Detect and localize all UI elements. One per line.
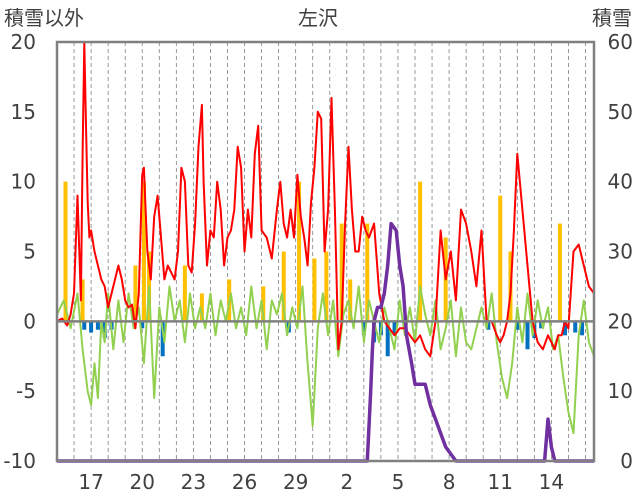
negative_bar-bar-13 <box>486 321 491 330</box>
chart-title: 左沢 <box>298 6 338 30</box>
precipitation-bar-15 <box>365 223 370 322</box>
negative_bar-bar-1 <box>89 321 94 333</box>
precipitation-bar-13 <box>339 223 344 322</box>
y-left-ticks: 20 15 10 5 0 -5 -10 <box>3 30 36 473</box>
series-lines <box>56 41 595 463</box>
x-tick-label-2: 23 <box>181 470 206 494</box>
negative_bar-bar-12 <box>392 321 397 336</box>
precipitation-bar-11 <box>312 258 317 322</box>
precipitation-bar-10 <box>297 181 302 322</box>
y-left-tick-5: -5 <box>16 379 36 403</box>
precipitation-bar-20 <box>557 223 562 322</box>
x-ticks: 17 20 23 26 29 2 5 8 11 14 <box>78 470 564 494</box>
x-tick-label-1: 20 <box>130 470 155 494</box>
negative_bar-bar-19 <box>573 321 578 333</box>
x-tick-label-0: 17 <box>78 470 103 494</box>
precipitation-bar-8 <box>261 286 266 322</box>
x-tick-label-4: 29 <box>283 470 308 494</box>
negative_bar-bar-5 <box>140 321 145 329</box>
negative_bar-bar-6 <box>160 321 165 357</box>
y-left-tick-0: 20 <box>11 30 36 54</box>
negative_bar-bar-0 <box>82 321 87 330</box>
precipitation-bar-12 <box>324 251 329 322</box>
y-right-tick-4: 20 <box>608 309 633 333</box>
x-tick-label-6: 5 <box>392 470 405 494</box>
x-tick-label-7: 8 <box>443 470 456 494</box>
y-left-tick-2: 10 <box>11 170 36 194</box>
y-right-axis-label: 積雪 <box>592 6 632 30</box>
y-left-tick-4: 0 <box>23 309 36 333</box>
precipitation-bar-1 <box>80 279 85 322</box>
precipitation-bar-3 <box>141 181 146 322</box>
negative_bar-bar-17 <box>539 321 544 329</box>
y-right-tick-3: 30 <box>608 240 633 264</box>
plot-frame <box>55 40 596 463</box>
negative_bar-bar-20 <box>580 321 585 336</box>
negative_bar-bar-18 <box>563 321 568 336</box>
x-tick-label-5: 2 <box>340 470 353 494</box>
precipitation-bar-16 <box>418 181 423 322</box>
y-right-tick-2: 40 <box>608 170 633 194</box>
negative_bar-bar-11 <box>385 321 390 357</box>
x-tick-label-8: 11 <box>488 470 513 494</box>
negative_bar-bar-8 <box>361 321 366 336</box>
precipitation-bar-18 <box>498 195 503 322</box>
y-left-tick-1: 15 <box>11 100 36 124</box>
y-left-tick-6: -10 <box>3 449 36 473</box>
plot-frame-group <box>55 40 596 463</box>
y-right-tick-6: 0 <box>620 449 633 473</box>
negative_bar-bar-15 <box>525 321 530 350</box>
y-right-tick-5: 10 <box>608 379 633 403</box>
x-tick-label-3: 26 <box>232 470 257 494</box>
precipitation-bar-0 <box>63 181 68 322</box>
precipitation-bar-6 <box>199 293 204 322</box>
sunshine-series-line <box>56 285 595 435</box>
y-right-tick-1: 50 <box>608 100 633 124</box>
negative_bar-bar-2 <box>95 321 100 330</box>
x-tick-label-9: 14 <box>539 470 564 494</box>
y-left-axis-label: 積雪以外 <box>4 6 84 30</box>
y-right-ticks: 60 50 40 30 20 10 0 <box>608 30 633 473</box>
temperature-series-line <box>56 41 595 358</box>
precipitation-bar-2 <box>133 265 138 322</box>
precipitation-bar-14 <box>348 279 353 322</box>
precipitation-bar-5 <box>182 265 187 322</box>
precipitation-bar-9 <box>281 251 286 322</box>
y-right-tick-0: 60 <box>608 30 633 54</box>
y-left-tick-3: 5 <box>23 240 36 264</box>
negative_bar-bar-14 <box>515 321 520 330</box>
